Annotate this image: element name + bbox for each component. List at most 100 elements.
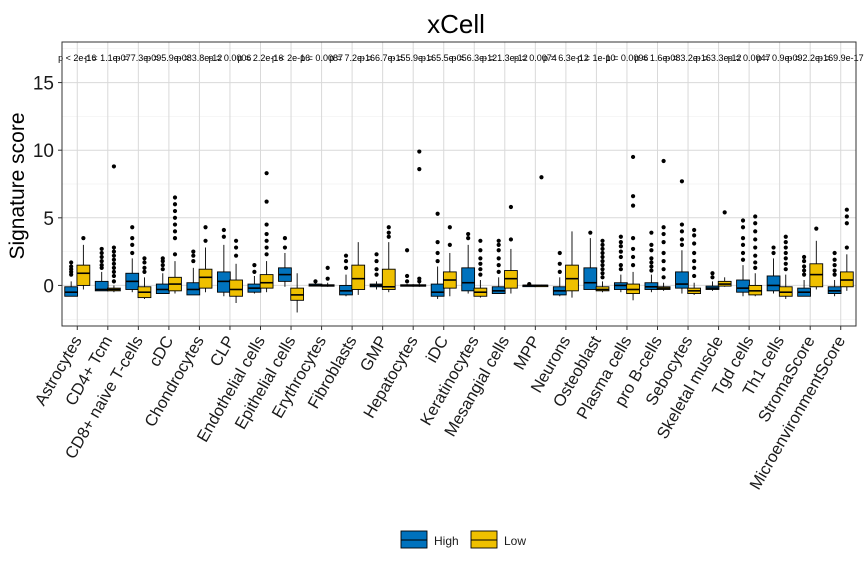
box-iqr bbox=[94, 280, 109, 292]
box-high bbox=[216, 227, 231, 297]
outlier-point bbox=[771, 250, 776, 256]
box-iqr bbox=[736, 279, 750, 293]
outlier-point bbox=[435, 211, 440, 216]
outlier-point bbox=[783, 234, 788, 239]
outlier-point bbox=[478, 261, 483, 266]
outlier-point bbox=[753, 245, 758, 250]
outlier-point bbox=[832, 263, 837, 268]
box-low bbox=[534, 175, 549, 288]
outlier-point bbox=[740, 235, 746, 241]
outlier-point bbox=[740, 257, 746, 262]
outlier-point bbox=[172, 229, 178, 234]
outlier-point bbox=[264, 238, 269, 243]
outlier-point bbox=[600, 275, 605, 280]
outlier-point bbox=[111, 249, 117, 254]
outlier-point bbox=[142, 265, 147, 270]
outlier-point bbox=[172, 202, 178, 207]
outlier-point bbox=[600, 238, 605, 243]
outlier-point bbox=[478, 272, 483, 277]
box-low bbox=[259, 171, 274, 293]
box-iqr bbox=[430, 283, 445, 297]
box-low bbox=[473, 238, 488, 298]
pvalue-label: p = 0.0047 bbox=[728, 53, 771, 63]
outlier-point bbox=[386, 225, 391, 230]
outlier-point bbox=[172, 252, 178, 257]
outlier-point bbox=[618, 234, 623, 239]
outlier-point bbox=[692, 241, 697, 246]
outlier-point bbox=[679, 222, 685, 227]
outlier-point bbox=[618, 254, 623, 260]
box-high bbox=[278, 235, 292, 287]
box-low bbox=[107, 164, 121, 293]
outlier-point bbox=[649, 268, 654, 273]
pvalue-label: p = 7.3e-09 bbox=[115, 53, 161, 63]
box-iqr bbox=[76, 264, 91, 286]
outlier-point bbox=[814, 226, 819, 231]
outlier-point bbox=[99, 263, 104, 268]
outlier-point bbox=[753, 237, 758, 242]
outlier-point bbox=[649, 256, 654, 261]
outlier-point bbox=[832, 272, 837, 277]
outlier-point bbox=[496, 248, 501, 253]
box-low bbox=[320, 265, 335, 287]
outlier-point bbox=[661, 158, 666, 164]
box-iqr bbox=[766, 275, 781, 292]
pvalue-label: p = 0.0006 bbox=[209, 53, 252, 63]
outlier-point bbox=[447, 242, 452, 247]
box-high bbox=[827, 250, 842, 297]
outlier-point bbox=[801, 272, 807, 277]
chart-title: xCell bbox=[427, 9, 485, 39]
outlier-point bbox=[661, 258, 666, 264]
box-high bbox=[125, 225, 140, 293]
outlier-point bbox=[478, 238, 483, 243]
outlier-point bbox=[172, 195, 178, 200]
outlier-point bbox=[832, 250, 837, 256]
outlier-point bbox=[618, 263, 623, 268]
outlier-point bbox=[783, 250, 788, 256]
outlier-point bbox=[130, 225, 135, 230]
pvalue-label: p = 0.0096 bbox=[606, 53, 649, 63]
outlier-point bbox=[111, 269, 117, 275]
pvalue-label: p = 0.9e-09 bbox=[757, 53, 803, 63]
outlier-point bbox=[99, 254, 104, 260]
outlier-point bbox=[783, 240, 788, 245]
outlier-point bbox=[539, 175, 544, 180]
outlier-point bbox=[386, 234, 391, 239]
box-low bbox=[595, 238, 610, 293]
x-tick-label: CLP bbox=[207, 333, 239, 370]
outlier-point bbox=[557, 269, 562, 275]
pvalue-label: p = 2.2e-16 bbox=[787, 53, 833, 63]
outlier-point bbox=[325, 276, 330, 281]
outlier-point bbox=[783, 261, 788, 266]
box-high bbox=[613, 234, 628, 293]
box-low bbox=[504, 204, 518, 294]
outlier-point bbox=[160, 263, 165, 268]
pvalue-label: p = 1.1e-07 bbox=[85, 53, 131, 63]
outlier-point bbox=[832, 268, 837, 273]
outlier-point bbox=[417, 149, 422, 154]
outlier-point bbox=[264, 171, 269, 176]
outlier-point bbox=[649, 248, 654, 253]
outlier-point bbox=[111, 257, 117, 262]
outlier-point bbox=[801, 268, 807, 273]
box-low bbox=[565, 231, 579, 298]
outlier-point bbox=[630, 246, 636, 252]
box-low bbox=[229, 238, 243, 304]
outlier-point bbox=[417, 276, 422, 281]
outlier-point bbox=[801, 254, 807, 260]
box-low bbox=[137, 256, 152, 299]
outlier-point bbox=[844, 214, 849, 219]
pvalue-label: p = 7.2e-16 bbox=[329, 53, 375, 63]
outlier-point bbox=[111, 245, 117, 250]
box-iqr bbox=[461, 267, 476, 292]
box-iqr bbox=[229, 279, 243, 297]
outlier-point bbox=[496, 238, 501, 243]
outlier-point bbox=[600, 242, 605, 247]
outlier-point bbox=[264, 231, 269, 237]
outlier-point bbox=[343, 258, 349, 264]
outlier-point bbox=[435, 258, 440, 264]
outlier-point bbox=[661, 225, 666, 230]
y-tick-label: 10 bbox=[33, 141, 54, 162]
outlier-point bbox=[600, 254, 605, 260]
outlier-point bbox=[661, 250, 666, 256]
